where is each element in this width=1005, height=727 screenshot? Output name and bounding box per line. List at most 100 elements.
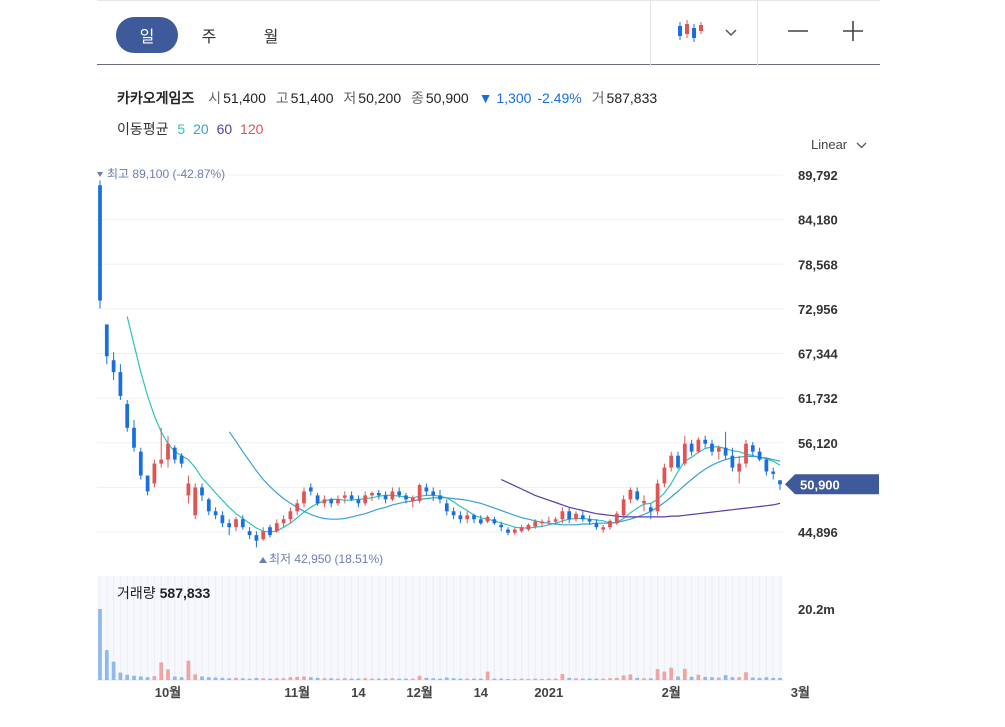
volume-bar [478,678,483,680]
tab-month[interactable]: 월 [263,29,279,46]
volume-bar [601,678,606,680]
candle-body [580,515,585,520]
volume-bar [723,675,728,680]
candle-body [621,499,626,516]
x-tick-label: 11월 [284,685,310,700]
tab-day[interactable]: 일 [116,17,178,53]
volume-bar [159,662,164,680]
candle-body [424,487,429,492]
candle [295,499,300,516]
candles [98,180,782,548]
volume-bar [240,678,245,680]
volume-bar [166,669,170,680]
candle [771,467,776,480]
minus-icon [787,20,809,47]
candle [104,324,109,365]
volume-bar [778,677,782,680]
low-marker: 최저 42,950 (18.51%) [269,552,383,566]
candle-body [98,185,102,301]
volume-panel-title: 거래량 [117,585,156,601]
y-tick-label: 61,732 [798,391,838,406]
candle-body [315,495,320,504]
candle [723,431,728,460]
candle [614,511,619,525]
toolbar-divider [757,1,758,65]
low-label: 저 [343,90,357,106]
candle-body [499,524,504,528]
candle [268,524,272,538]
candle [247,527,252,540]
candle-body [356,499,361,504]
candle [220,511,225,528]
candle-body [431,491,436,496]
high-label: 고 [275,90,289,106]
candle-body [193,487,198,516]
low-marker-arrow [259,557,267,563]
scale-selector[interactable]: Linear [811,137,867,152]
candle-body [370,493,374,496]
candle-body [438,495,442,500]
candle-body [166,443,170,460]
scale-label: Linear [811,137,848,152]
candle [138,447,143,480]
candle [628,487,633,504]
candle-body [132,427,136,448]
candle-body [533,521,538,527]
volume-label: 거 [591,90,605,106]
candle [580,511,585,522]
volume-bar [206,677,211,680]
candle-body [682,443,687,464]
candle-body [200,487,204,496]
candle [710,439,714,456]
volume-bar [485,671,490,680]
volume-bar [152,676,157,680]
candle [540,519,544,528]
volume-bar [186,660,191,680]
plus-icon [842,20,864,47]
candle [621,495,626,517]
volume-bar [512,678,517,680]
candle [465,511,470,524]
chart-type-button[interactable] [657,1,757,65]
volume-bar [750,677,755,680]
candle-body [648,507,653,512]
candle [519,524,524,533]
candle-body [662,467,667,484]
candle [499,521,504,532]
candle [682,435,687,466]
candle [648,503,653,520]
ma20-legend[interactable]: 20 [193,121,209,137]
candle-body [526,524,531,530]
y-tick-label: 56,120 [798,436,838,451]
candle [302,487,306,508]
candle [404,493,408,504]
volume-bar [533,678,538,680]
zoom-out-button[interactable] [777,1,819,65]
candle [213,507,218,520]
candle [478,515,483,525]
ma60-legend[interactable]: 60 [216,121,233,137]
period-tabs: 일 주 월 [116,17,302,53]
volume-panel-label: 거래량 587,833 [117,583,210,603]
candle-body [342,495,347,498]
candle-body [261,531,266,540]
candle [111,352,116,381]
volume-bar [608,678,612,680]
y-axis-labels: 89,792 84,180 78,568 72,956 67,344 61,732 56,1… [798,168,839,540]
candle-body [472,515,476,520]
y-tick-label: 84,180 [798,213,838,228]
x-tick-label: 10월 [155,685,181,700]
tab-week[interactable]: 주 [201,29,217,46]
volume-bar [98,609,102,680]
x-axis-labels: 10월 11월 14 12월 14 2021 2월 3월 [155,685,810,700]
candle [696,437,701,454]
ma120-legend[interactable]: 120 [240,121,264,137]
zoom-in-button[interactable] [832,1,874,65]
volume-value: 587,833 [606,90,658,106]
candle-body [594,523,599,528]
candle [424,483,429,496]
ma5-legend[interactable]: 5 [177,121,186,137]
volume-bar [635,677,640,680]
candle-body [689,443,694,452]
